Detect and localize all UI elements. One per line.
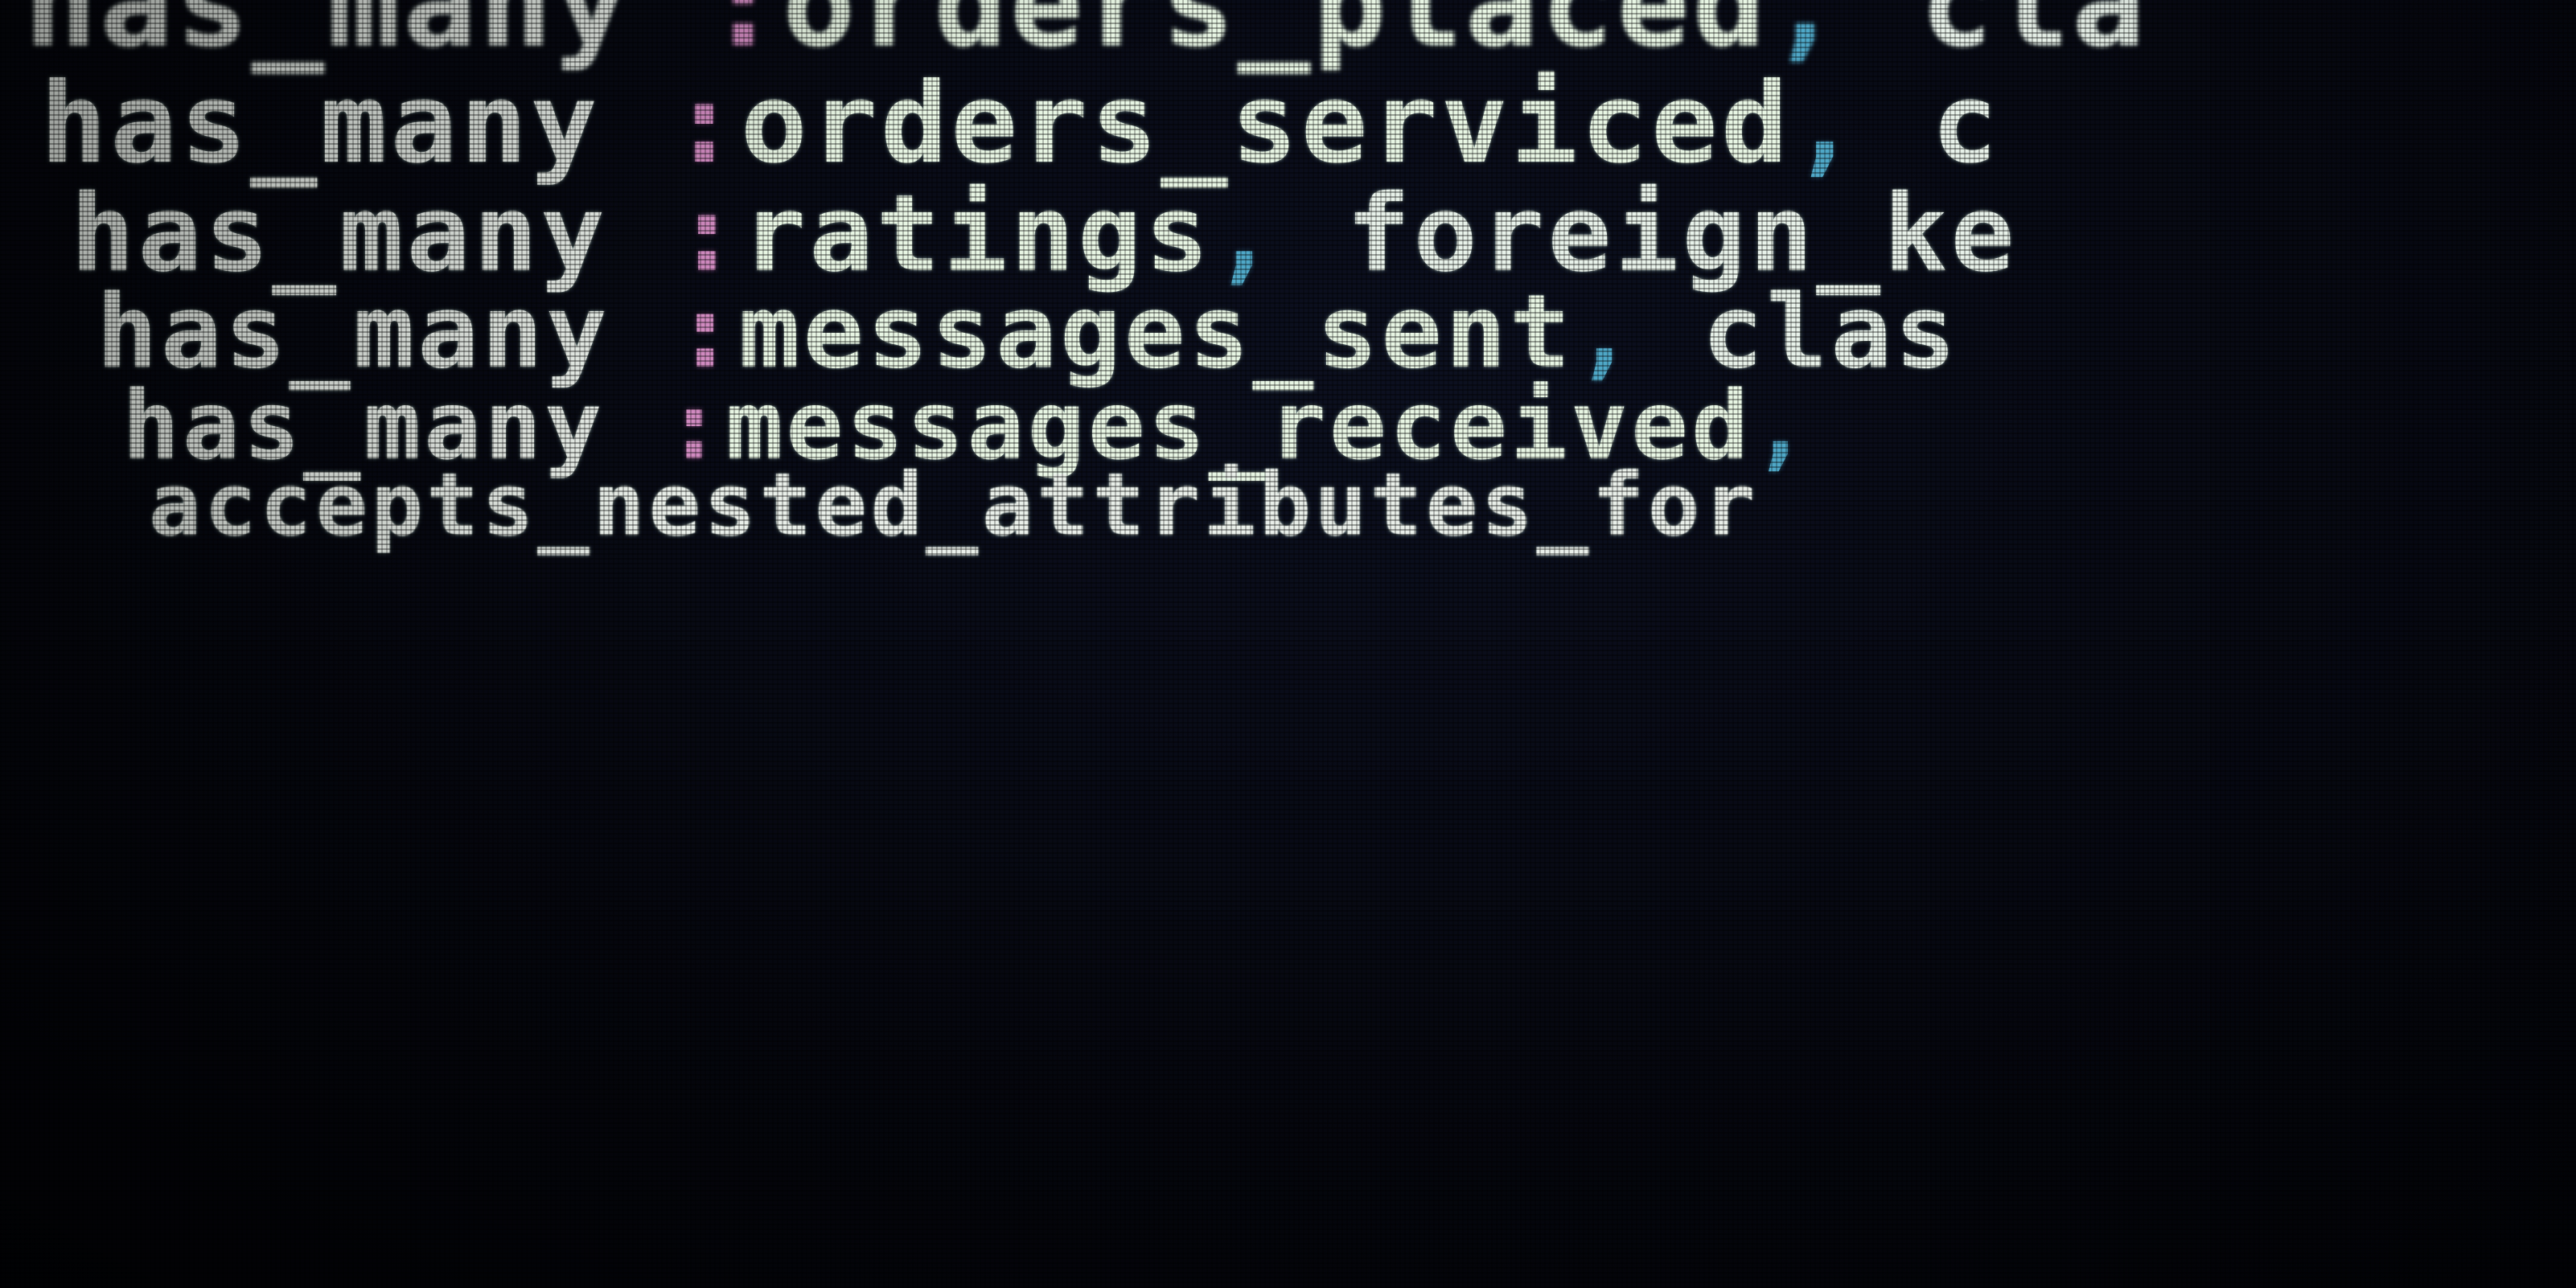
comma: ,: [1752, 370, 1813, 481]
line-continuation: c: [1861, 59, 2002, 188]
keyword-accepts-nested-attributes-for: accepts_nested_attributes_for: [149, 455, 1759, 556]
code-line-has-many-orders-placed: has_many :orders_placed, cla: [24, 0, 2148, 64]
code-line-has-many-messages-sent: has_many :messages_sent, clas: [97, 281, 1959, 383]
symbol-colon: :: [670, 59, 741, 188]
comma: ,: [1791, 59, 1862, 188]
code-line-has-many-orders-serviced: has_many :orders_serviced, c: [40, 68, 2001, 179]
code-line-has-many-ratings: has_many :ratings, foreign_ke: [71, 181, 2018, 287]
symbol-name: orders_serviced: [740, 59, 1792, 188]
keyword-has-many: has_many: [40, 59, 601, 188]
code-line-accepts-nested-attributes: accepts_nested_attributes_for: [149, 462, 1759, 549]
